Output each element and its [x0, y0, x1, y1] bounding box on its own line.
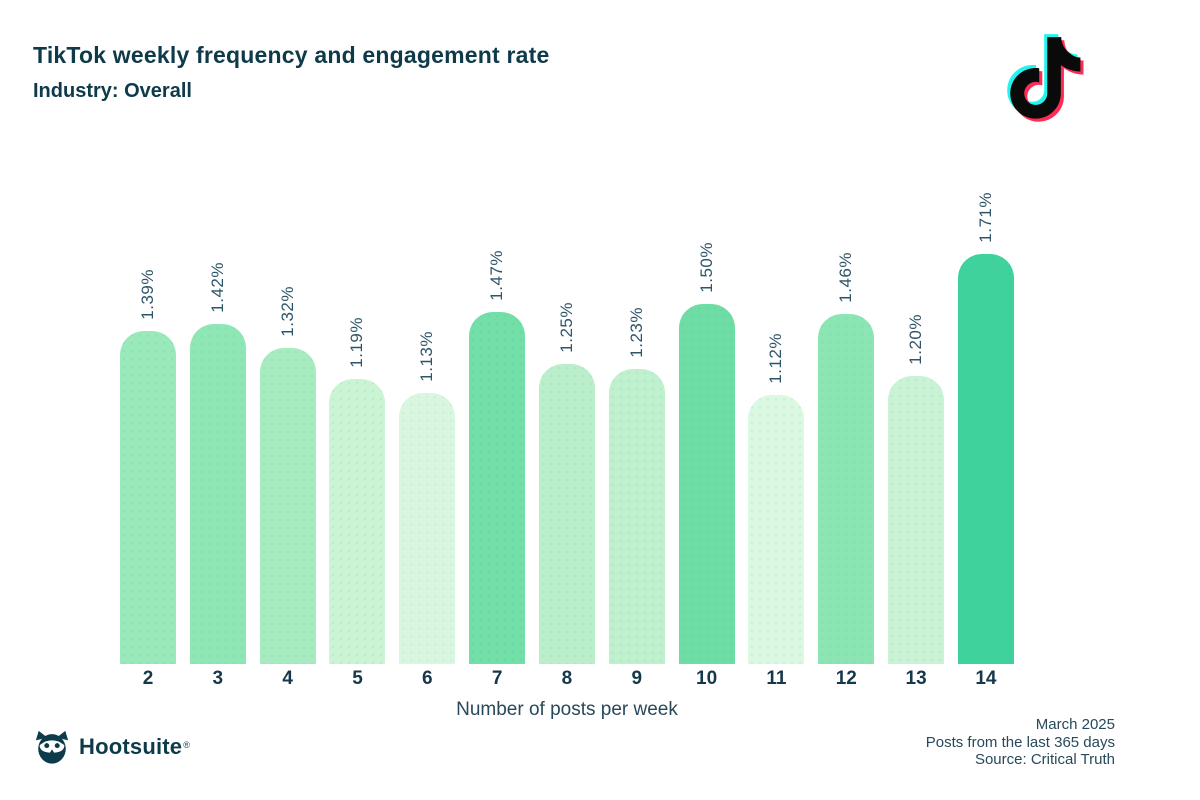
bar-col: 1.39%: [120, 269, 176, 664]
registered-mark: ®: [183, 739, 190, 750]
x-tick: 10: [696, 668, 718, 689]
bar: [469, 312, 526, 664]
bar-col: 1.19%: [329, 317, 386, 664]
bar-col: 1.23%: [608, 307, 665, 664]
bar-col: 1.71%: [957, 192, 1014, 664]
bar: [818, 314, 875, 664]
bar-col: 1.42%: [189, 262, 246, 664]
bar: [957, 254, 1014, 664]
bar: [678, 304, 735, 664]
bar-value-label: 1.32%: [277, 286, 297, 337]
bar: [120, 331, 176, 664]
x-tick: 7: [491, 668, 503, 689]
hootsuite-logo: Hootsuite®: [33, 728, 190, 766]
footer-meta-line: March 2025: [1035, 716, 1115, 733]
bar: [608, 369, 665, 664]
bar: [329, 379, 386, 664]
x-tick: 6: [422, 668, 433, 689]
bar: [189, 324, 246, 664]
bar-col: 1.46%: [818, 252, 875, 664]
bar: [399, 393, 456, 664]
x-axis-ticks: 2 3 4 5 6 7 8 9 10 11 12 13 14: [120, 668, 1014, 690]
x-tick: 13: [905, 668, 927, 689]
bar-col: 1.32%: [259, 286, 316, 664]
tiktok-logo-icon: [1007, 34, 1084, 122]
x-tick: 9: [631, 668, 643, 689]
bar-value-label: 1.20%: [906, 314, 926, 365]
bar-col: 1.12%: [748, 333, 805, 664]
bar: [888, 376, 945, 664]
x-tick: 2: [142, 668, 154, 689]
bar-col: 1.13%: [399, 331, 456, 664]
bar-value-label: 1.46%: [836, 252, 856, 303]
bar-value-label: 1.13%: [417, 331, 437, 382]
bar-value-label: 1.50%: [696, 242, 716, 293]
bar-chart: 1.39% 1.42% 1.32% 1.19% 1.13% 1.47% 1.25% 1.23%…: [120, 192, 1014, 664]
x-tick: 5: [352, 668, 363, 689]
chart-subtitle: Industry: Overall: [33, 80, 192, 102]
chart-title: TikTok weekly frequency and engagement r…: [33, 42, 550, 68]
footer-meta: March 2025 Posts from the last 365 days So…: [715, 716, 1115, 769]
x-tick: 8: [561, 668, 573, 689]
bar: [538, 364, 595, 664]
x-axis-title: Number of posts per week: [456, 699, 678, 720]
bar-value-label: 1.42%: [207, 262, 227, 313]
x-tick: 14: [975, 668, 997, 689]
x-tick: 3: [212, 668, 224, 689]
bar-col: 1.47%: [469, 250, 526, 664]
bar-value-label: 1.47%: [487, 250, 507, 301]
x-tick: 11: [766, 668, 787, 689]
footer-meta-line: Source: Critical Truth: [974, 751, 1115, 768]
bar-col: 1.20%: [888, 314, 945, 664]
bar-col: 1.50%: [678, 242, 735, 664]
bar-value-label: 1.25%: [556, 302, 576, 353]
bar-value-label: 1.39%: [138, 269, 157, 320]
bar: [748, 395, 805, 664]
x-tick: 4: [282, 668, 293, 689]
bar-value-label: 1.71%: [975, 192, 995, 243]
bar-col: 1.25%: [538, 302, 595, 664]
bar-value-label: 1.12%: [766, 333, 786, 384]
footer-meta-line: Posts from the last 365 days: [925, 733, 1115, 751]
x-tick: 12: [835, 668, 857, 689]
hootsuite-wordmark: Hootsuite: [79, 734, 183, 759]
chart-header: TikTok weekly frequency and engagement r…: [33, 42, 549, 103]
bar: [259, 348, 316, 664]
bar-value-label: 1.19%: [347, 317, 367, 368]
bar-value-label: 1.23%: [626, 307, 646, 358]
owl-icon: [35, 730, 69, 764]
